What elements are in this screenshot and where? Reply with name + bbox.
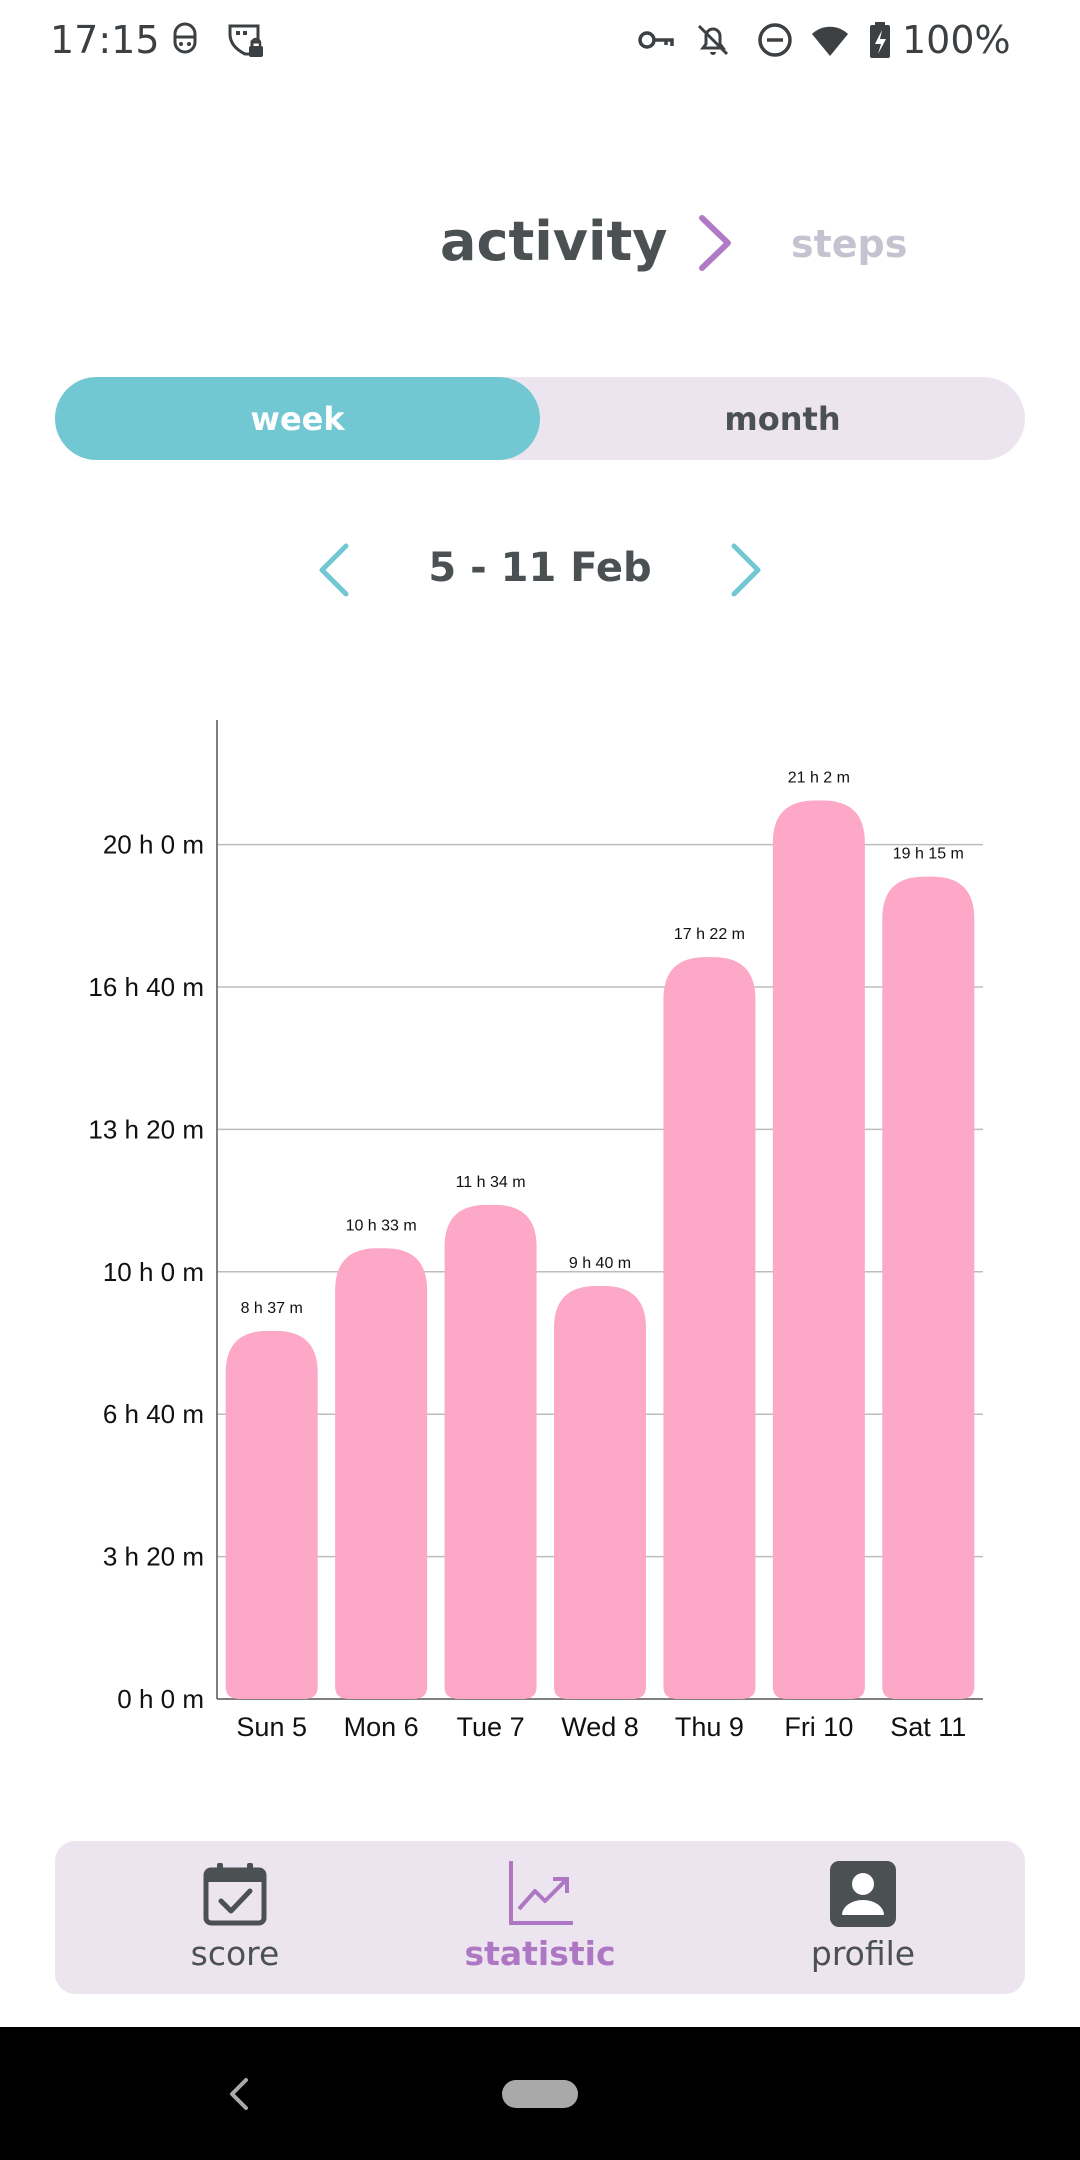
period-toggle: week month	[55, 377, 1025, 460]
chevron-right-icon[interactable]	[694, 212, 736, 274]
x-tick-label: Tue 7	[457, 1712, 525, 1742]
previous-week-chevron-icon[interactable]	[314, 540, 354, 600]
bar-value-label: 19 h 15 m	[893, 846, 964, 863]
key-icon	[638, 31, 674, 49]
activity-chart: 0 h 0 m 3 h 20 m 6 h 40 m 10 h 0 m 13 h 20 m…	[0, 700, 1080, 1780]
bar-value-label: 17 h 22 m	[674, 926, 745, 943]
y-tick-label: 13 h 20 m	[88, 1114, 204, 1144]
wifi-icon	[812, 26, 848, 56]
nav-score[interactable]: score	[105, 1841, 365, 1994]
x-tick-label: Sun 5	[236, 1712, 307, 1742]
battery-percent: 100%	[902, 18, 1011, 62]
nav-profile-label: profile	[810, 1934, 916, 1973]
vpn-lock-icon	[228, 24, 263, 57]
bar-value-label: 10 h 33 m	[346, 1217, 417, 1234]
bar	[882, 876, 975, 1699]
date-range: 5 - 11 Feb	[428, 545, 652, 591]
face-icon	[173, 22, 197, 54]
bar	[444, 1204, 537, 1699]
next-week-chevron-icon[interactable]	[726, 540, 766, 600]
nav-profile[interactable]: profile	[733, 1841, 993, 1994]
bar-value-label: 9 h 40 m	[569, 1255, 631, 1272]
calendar-check-icon	[203, 1863, 267, 1926]
y-tick-label: 16 h 40 m	[88, 972, 204, 1002]
bar	[554, 1286, 646, 1699]
steps-link[interactable]: steps	[791, 222, 908, 266]
y-tick-label: 10 h 0 m	[103, 1257, 204, 1287]
month-tab[interactable]: month	[724, 399, 841, 438]
bar	[663, 957, 756, 1699]
x-tick-label: Wed 8	[561, 1712, 639, 1742]
y-tick-label: 20 h 0 m	[103, 830, 204, 860]
bar-chart-svg: 0 h 0 m 3 h 20 m 6 h 40 m 10 h 0 m 13 h 20 m…	[88, 720, 983, 1742]
notifications-off-icon	[697, 24, 729, 56]
battery-charging-icon	[870, 22, 890, 58]
nav-statistic-label: statistic	[464, 1934, 616, 1973]
bottom-nav: score statistic profile	[55, 1841, 1025, 1994]
person-icon	[830, 1861, 896, 1927]
bar	[335, 1248, 428, 1699]
week-tab[interactable]: week	[55, 377, 540, 460]
y-tick-label: 3 h 20 m	[103, 1542, 204, 1572]
nav-score-label: score	[190, 1934, 280, 1973]
bar	[225, 1330, 318, 1699]
page-title: activity	[440, 210, 668, 273]
y-tick-label: 0 h 0 m	[117, 1684, 204, 1714]
chart-line-icon	[509, 1861, 573, 1925]
bar	[772, 800, 865, 1699]
x-tick-label: Thu 9	[675, 1712, 744, 1742]
x-tick-label: Mon 6	[344, 1712, 419, 1742]
home-pill[interactable]	[502, 2080, 578, 2108]
do-not-disturb-icon	[758, 23, 792, 57]
back-icon[interactable]	[224, 2074, 254, 2114]
status-bar: 17:15 100%	[0, 0, 1080, 80]
bar-value-label: 8 h 37 m	[241, 1300, 303, 1317]
status-time: 17:15	[50, 18, 160, 62]
bar-value-label: 21 h 2 m	[788, 769, 850, 786]
x-tick-label: Sat 11	[890, 1712, 966, 1742]
bar-value-label: 11 h 34 m	[456, 1174, 526, 1191]
y-tick-label: 6 h 40 m	[103, 1399, 204, 1429]
nav-statistic[interactable]: statistic	[410, 1841, 670, 1994]
x-tick-label: Fri 10	[784, 1712, 853, 1742]
